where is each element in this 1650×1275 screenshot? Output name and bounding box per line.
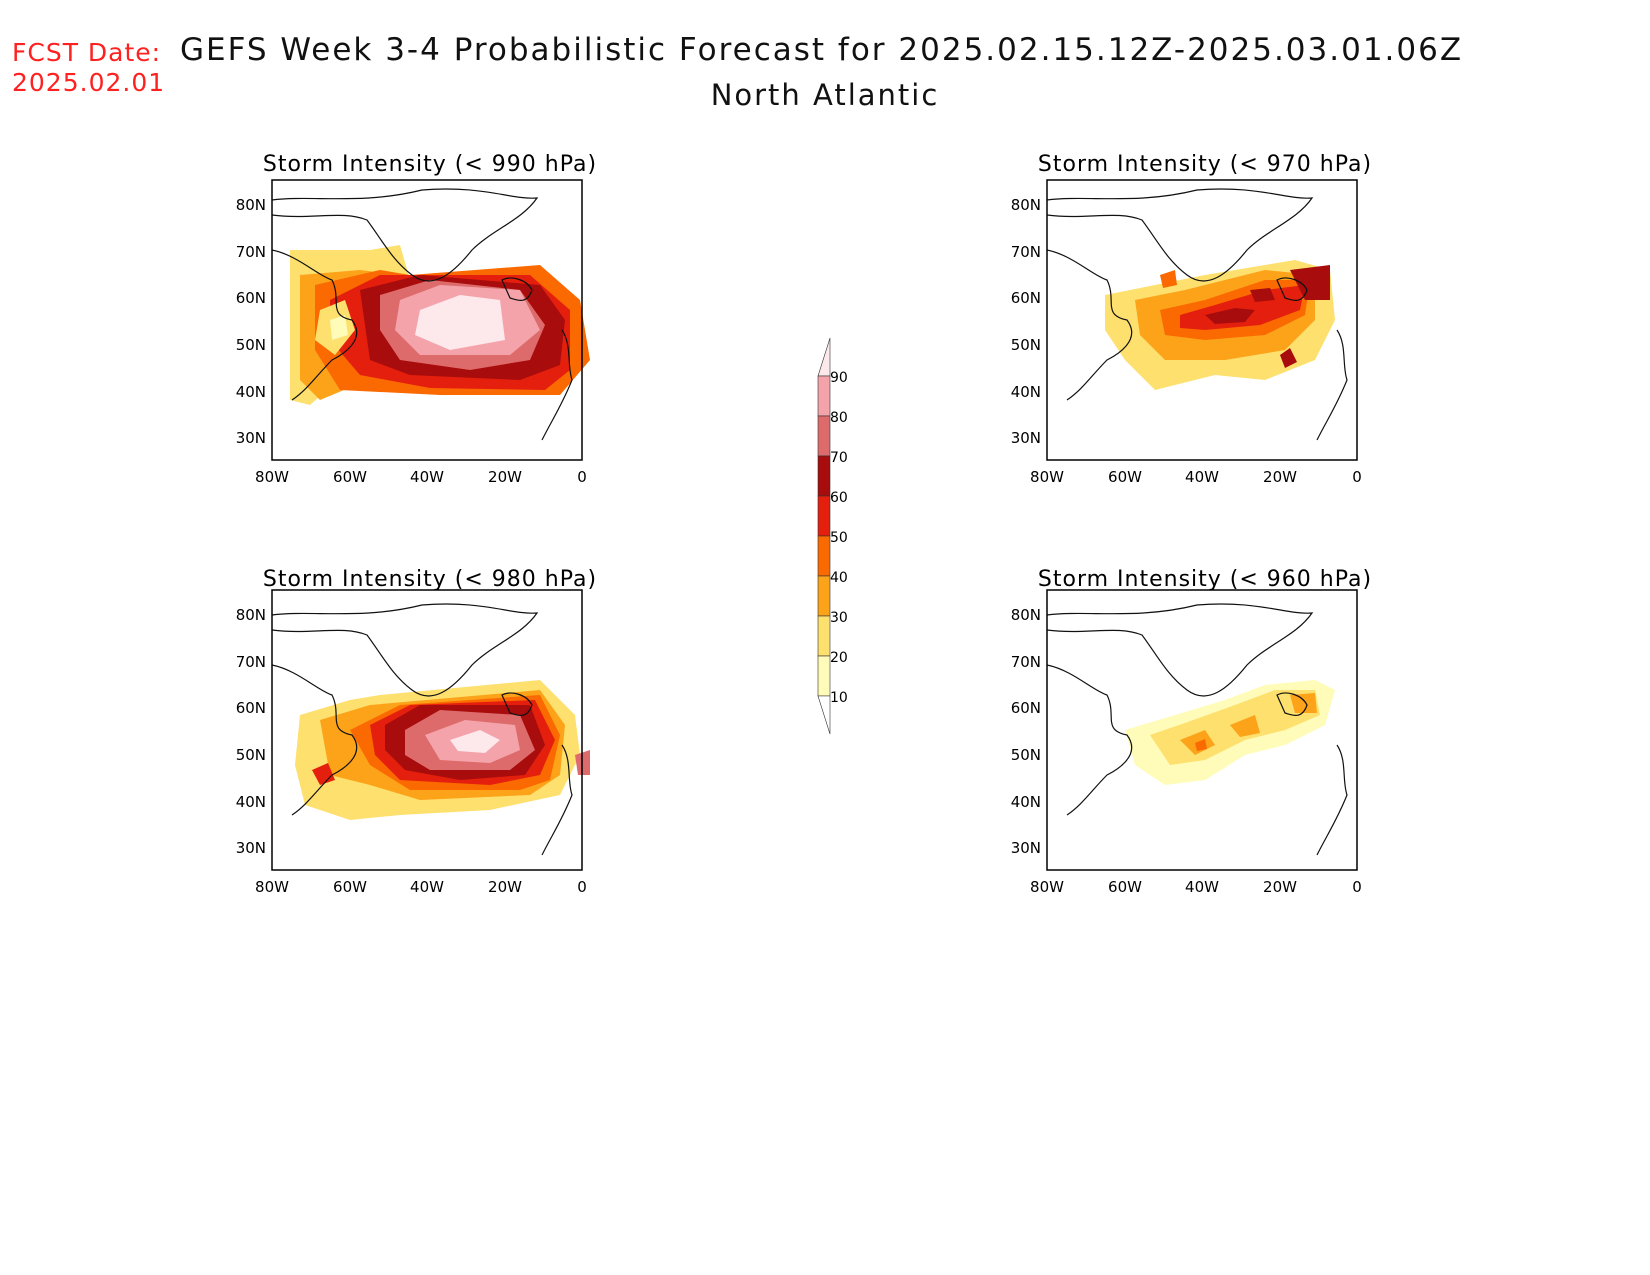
lat-label: 30N	[236, 839, 266, 857]
lat-label: 60N	[236, 699, 266, 717]
colorbar-tick-label: 20	[830, 650, 848, 666]
colorbar-swatch	[817, 535, 831, 577]
lat-label: 40N	[1011, 383, 1041, 401]
lat-label: 50N	[236, 746, 266, 764]
lon-label: 20W	[1263, 878, 1297, 896]
lat-label: 70N	[1011, 653, 1041, 671]
lat-label: 50N	[236, 336, 266, 354]
lat-label: 80N	[1011, 606, 1041, 624]
panel-title: Storm Intensity (< 990 hPa)	[263, 152, 597, 177]
map-frame	[1046, 179, 1358, 461]
lon-label: 0	[1352, 468, 1362, 486]
colorbar-tick-label: 90	[830, 370, 848, 386]
panel-990: Storm Intensity (< 990 hPa) 80N 70N 60N …	[236, 152, 597, 486]
lon-label: 20W	[488, 468, 522, 486]
forecast-date-value: 2025.02.01	[12, 68, 166, 97]
probability-field	[1125, 680, 1335, 785]
lat-axis: 80N 70N 60N 50N 40N 30N	[236, 606, 266, 857]
lon-label: 40W	[1185, 468, 1219, 486]
coastlines	[271, 188, 573, 441]
lat-axis: 80N 70N 60N 50N 40N 30N	[1011, 196, 1041, 447]
colorbar-swatch	[817, 375, 831, 417]
lon-label: 40W	[410, 468, 444, 486]
lon-label: 60W	[1108, 878, 1142, 896]
coastlines	[1046, 603, 1348, 856]
colorbar-swatch	[817, 337, 831, 377]
lat-label: 70N	[1011, 243, 1041, 261]
colorbar-swatch	[817, 495, 831, 537]
lat-label: 80N	[236, 606, 266, 624]
lat-axis: 80N 70N 60N 50N 40N 30N	[1011, 606, 1041, 857]
lat-label: 30N	[1011, 839, 1041, 857]
colorbar-swatch	[817, 455, 831, 497]
lon-label: 60W	[333, 468, 367, 486]
lat-label: 30N	[236, 429, 266, 447]
colorbar-tick-label: 80	[830, 410, 848, 426]
colorbar-tick-label: 50	[830, 530, 848, 546]
forecast-date-label: FCST Date:	[12, 38, 162, 67]
coastlines	[1046, 188, 1348, 441]
lon-label: 60W	[333, 878, 367, 896]
lat-label: 70N	[236, 653, 266, 671]
map-frame	[1046, 589, 1358, 871]
colorbar-swatches	[817, 337, 831, 735]
page-title: GEFS Week 3-4 Probabilistic Forecast for…	[180, 32, 1464, 68]
lon-label: 40W	[410, 878, 444, 896]
map-frame	[271, 589, 583, 871]
lon-axis: 80W 60W 40W 20W 0	[1030, 468, 1362, 486]
panel-970: Storm Intensity (< 970 hPa) 80N 70N 60N …	[1011, 152, 1372, 486]
lon-label: 60W	[1108, 468, 1142, 486]
map-frame	[271, 179, 583, 461]
lon-label: 80W	[1030, 468, 1064, 486]
panel-title: Storm Intensity (< 970 hPa)	[1038, 152, 1372, 177]
panel-title: Storm Intensity (< 960 hPa)	[1038, 567, 1372, 592]
lon-label: 0	[577, 468, 587, 486]
colorbar-tick-label: 60	[830, 490, 848, 506]
colorbar-swatch	[817, 615, 831, 657]
lat-label: 80N	[236, 196, 266, 214]
panel-960: Storm Intensity (< 960 hPa) 80N 70N 60N …	[1011, 567, 1372, 896]
colorbar-swatch	[817, 655, 831, 697]
forecast-date-block: FCST Date: 2025.02.01	[12, 38, 165, 98]
colorbar-ticks: 90 80 70 60 50 40 30 20 10	[830, 370, 848, 706]
lon-label: 80W	[255, 468, 289, 486]
lon-label: 0	[577, 878, 587, 896]
lat-label: 60N	[1011, 289, 1041, 307]
probability-field	[1105, 260, 1335, 390]
lat-label: 50N	[1011, 336, 1041, 354]
colorbar: 90 80 70 60 50 40 30 20 10	[817, 337, 848, 735]
lon-label: 0	[1352, 878, 1362, 896]
colorbar-swatch	[817, 695, 831, 735]
lon-axis: 80W 60W 40W 20W 0	[1030, 878, 1362, 896]
lon-axis: 80W 60W 40W 20W 0	[255, 878, 587, 896]
panel-980: Storm Intensity (< 980 hPa) 80N 70N 60N …	[236, 567, 597, 896]
colorbar-swatch	[817, 415, 831, 457]
lat-label: 60N	[236, 289, 266, 307]
lon-label: 40W	[1185, 878, 1219, 896]
lon-axis: 80W 60W 40W 20W 0	[255, 468, 587, 486]
lat-label: 50N	[1011, 746, 1041, 764]
lon-label: 20W	[488, 878, 522, 896]
lat-label: 40N	[236, 383, 266, 401]
lat-label: 60N	[1011, 699, 1041, 717]
lon-label: 20W	[1263, 468, 1297, 486]
lat-label: 40N	[1011, 793, 1041, 811]
lat-label: 30N	[1011, 429, 1041, 447]
colorbar-tick-label: 40	[830, 570, 848, 586]
lat-axis: 80N 70N 60N 50N 40N 30N	[236, 196, 266, 447]
panel-title: Storm Intensity (< 980 hPa)	[263, 567, 597, 592]
coastlines	[271, 603, 573, 856]
lat-label: 40N	[236, 793, 266, 811]
lon-label: 80W	[1030, 878, 1064, 896]
lon-label: 80W	[255, 878, 289, 896]
colorbar-tick-label: 10	[830, 690, 848, 706]
colorbar-swatch	[817, 575, 831, 617]
region-subtitle: North Atlantic	[710, 78, 940, 112]
lat-label: 70N	[236, 243, 266, 261]
probability-field	[290, 245, 590, 405]
colorbar-tick-label: 30	[830, 610, 848, 626]
lat-label: 80N	[1011, 196, 1041, 214]
colorbar-tick-label: 70	[830, 450, 848, 466]
probability-field	[295, 680, 590, 820]
